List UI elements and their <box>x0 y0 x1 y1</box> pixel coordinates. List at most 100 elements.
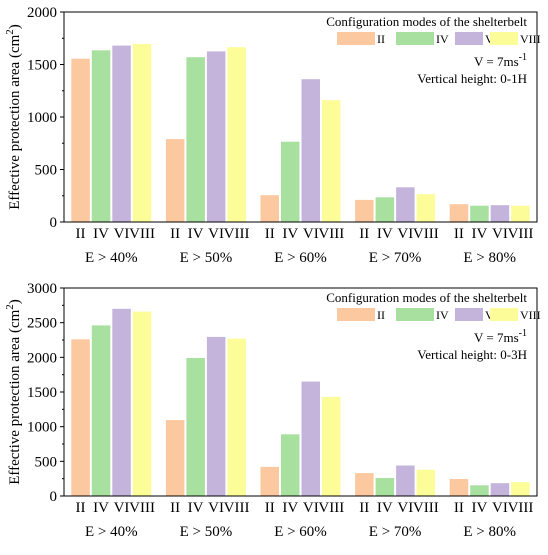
bar-ii-group-1 <box>71 58 90 223</box>
y-axis-label-close: ) <box>7 299 23 304</box>
bar-iv-group-1 <box>91 325 111 496</box>
y-tick-label: 1000 <box>27 420 57 436</box>
y-tick-label: 0 <box>50 215 58 231</box>
bar-viii-group-1 <box>132 311 152 496</box>
x-tick-label: IV <box>188 226 204 242</box>
x-tick-label: VIII <box>508 500 534 516</box>
y-tick-label: 500 <box>35 454 58 470</box>
legend-swatch-vi <box>455 32 483 45</box>
legend-swatch-ii <box>337 32 375 45</box>
x-tick-label: VI <box>397 500 413 516</box>
bar-iv-group-4 <box>375 478 395 496</box>
bar-viii-group-1 <box>132 44 152 222</box>
y-axis-label-text: Effective protection area (cm <box>7 309 23 484</box>
group-label: E > 50% <box>180 524 233 540</box>
y-tick-label: 1500 <box>27 58 57 74</box>
bar-iv-group-5 <box>470 485 489 496</box>
bar-viii-group-3 <box>322 396 341 496</box>
bar-ii-group-3 <box>260 466 279 496</box>
y-axis-label: Effective protection area (cm2) <box>4 299 23 485</box>
legend-swatch-iv <box>396 308 434 321</box>
legend-swatch-ii <box>337 308 375 321</box>
bar-viii-group-2 <box>227 47 246 223</box>
x-tick-label: IV <box>377 226 393 242</box>
legend-swatch-viii <box>490 308 518 321</box>
legend-swatch-iv <box>396 32 434 45</box>
x-tick-label: II <box>265 226 275 242</box>
velocity-annotation-sup: -1 <box>519 52 527 63</box>
x-tick-label: VIII <box>413 226 439 242</box>
bar-ii-group-3 <box>260 195 279 222</box>
velocity-annotation-text: V = 7ms <box>474 330 519 345</box>
height-annotation: Vertical height: 0-1H <box>417 71 527 86</box>
velocity-annotation-text: V = 7ms <box>474 54 519 69</box>
x-tick-label: VIII <box>318 226 344 242</box>
y-tick-label: 2500 <box>27 316 57 332</box>
y-axis-label: Effective protection area (cm2) <box>4 24 23 210</box>
x-tick-label: II <box>170 500 180 516</box>
bar-viii-group-5 <box>511 482 530 496</box>
bar-ii-group-1 <box>71 339 90 496</box>
bar-vi-group-2 <box>206 51 226 223</box>
legend-label-iv: IV <box>436 32 449 46</box>
height-annotation: Vertical height: 0-3H <box>417 347 527 362</box>
bar-vi-group-5 <box>490 483 510 496</box>
group-label: E > 40% <box>85 524 138 540</box>
x-tick-label: VIII <box>224 500 250 516</box>
legend-swatch-vi <box>455 308 483 321</box>
bar-iv-group-4 <box>375 197 395 222</box>
y-axis-label-sup: 2 <box>4 29 16 35</box>
group-label: E > 70% <box>369 524 422 540</box>
y-tick-label: 2000 <box>27 350 57 366</box>
y-axis-label-close: ) <box>7 24 23 29</box>
x-tick-label: VIII <box>413 500 439 516</box>
x-tick-label: VI <box>303 226 319 242</box>
y-axis-label-text: Effective protection area (cm <box>7 34 23 209</box>
bar-vi-group-1 <box>112 45 131 222</box>
legend-swatch-viii <box>490 32 518 45</box>
x-tick-label: VIII <box>129 500 155 516</box>
bar-ii-group-2 <box>165 420 185 496</box>
x-tick-label: IV <box>471 226 487 242</box>
y-axis-label-sup: 2 <box>4 304 16 310</box>
bar-vi-group-3 <box>301 381 320 496</box>
x-tick-label: IV <box>282 226 298 242</box>
x-tick-label: VI <box>114 226 130 242</box>
bar-viii-group-4 <box>416 469 436 496</box>
bar-vi-group-3 <box>301 79 320 222</box>
x-tick-label: VIII <box>129 226 155 242</box>
y-tick-label: 0 <box>50 489 58 505</box>
x-tick-label: VIII <box>508 226 534 242</box>
x-tick-label: II <box>454 226 464 242</box>
x-tick-label: IV <box>282 500 298 516</box>
bar-ii-group-4 <box>355 199 374 222</box>
group-label: E > 50% <box>180 250 233 266</box>
bar-ii-group-5 <box>449 479 469 496</box>
legend-title: Configuration modes of the shelterbelt <box>326 14 527 29</box>
x-tick-label: VI <box>114 500 130 516</box>
x-tick-label: VI <box>208 226 224 242</box>
x-tick-label: VIII <box>224 226 250 242</box>
x-tick-label: VI <box>397 226 413 242</box>
bar-viii-group-4 <box>416 194 436 222</box>
x-tick-label: VI <box>303 500 319 516</box>
x-tick-label: VI <box>492 226 508 242</box>
y-tick-label: 3000 <box>27 281 57 297</box>
x-tick-label: II <box>76 226 86 242</box>
bar-viii-group-2 <box>227 338 246 496</box>
x-tick-label: IV <box>188 500 204 516</box>
group-label: E > 60% <box>274 250 327 266</box>
bar-viii-group-3 <box>322 100 341 222</box>
x-tick-label: VI <box>492 500 508 516</box>
x-tick-label: II <box>454 500 464 516</box>
legend-label-viii: VIII <box>520 32 541 46</box>
x-tick-label: IV <box>377 500 393 516</box>
group-label: E > 40% <box>85 250 138 266</box>
bar-vi-group-2 <box>206 336 226 496</box>
group-label: E > 80% <box>463 524 516 540</box>
bar-ii-group-4 <box>355 473 374 496</box>
y-tick-label: 1000 <box>27 110 57 126</box>
